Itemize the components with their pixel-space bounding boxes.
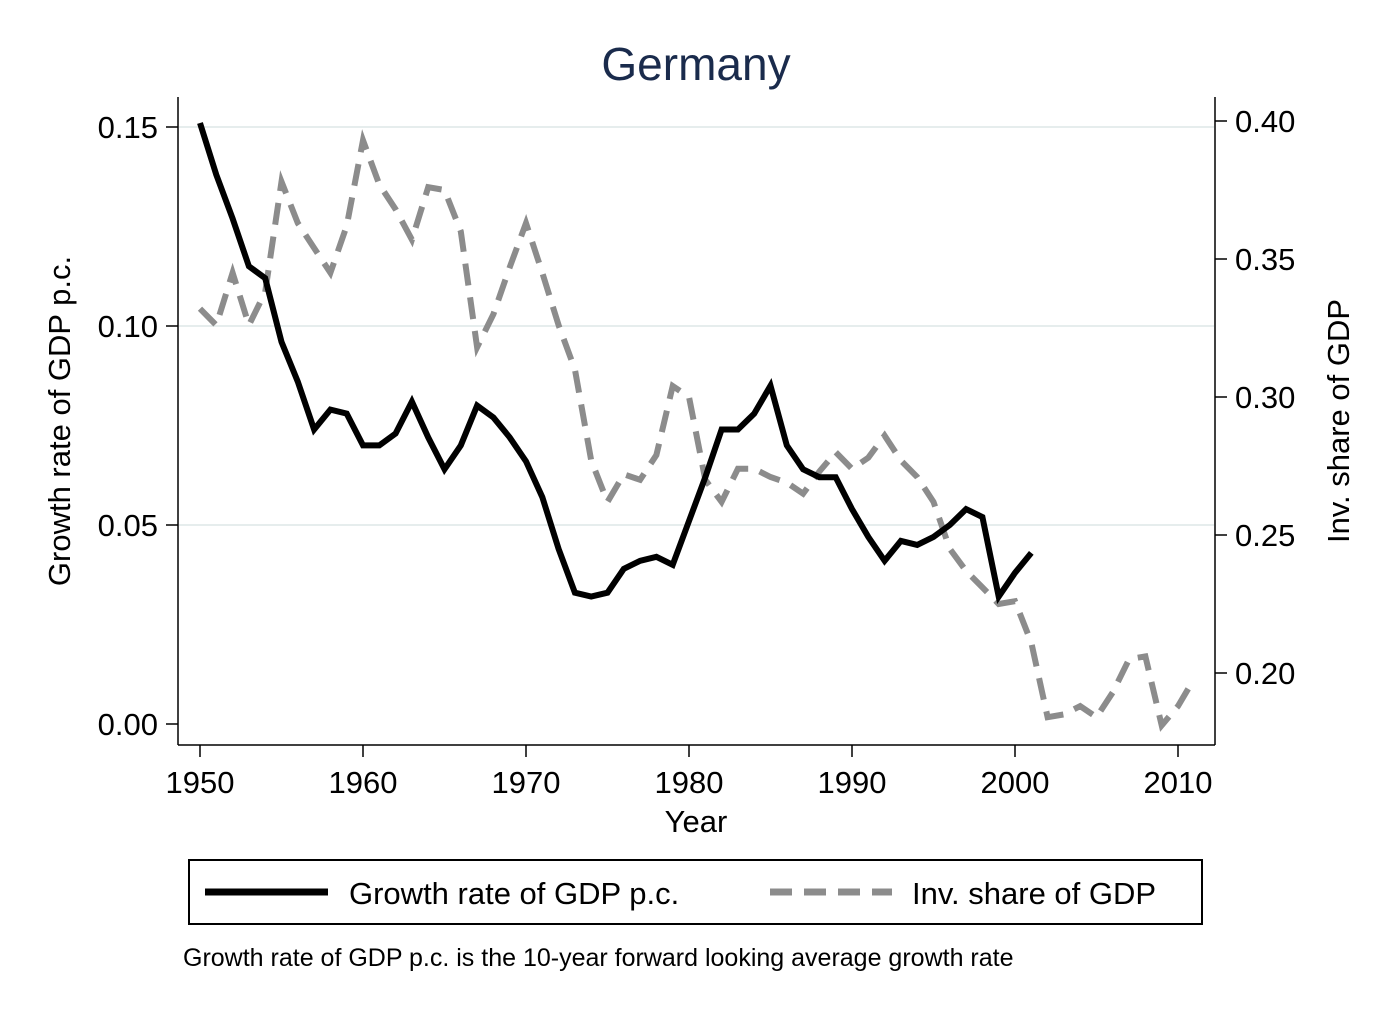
y-left-tick-label: 0.00 — [98, 707, 158, 742]
grid-lines — [179, 126, 1214, 526]
legend-label-investment-share: Inv. share of GDP — [912, 876, 1156, 911]
y-right-axis-title: Inv. share of GDP — [1321, 299, 1356, 543]
legend-label-growth-rate: Growth rate of GDP p.c. — [349, 876, 679, 911]
series-lines — [197, 122, 1197, 732]
y-left-tick-label: 0.15 — [98, 110, 158, 145]
y-right-tick-label: 0.35 — [1235, 242, 1295, 277]
y-left-tick-label: 0.10 — [98, 309, 158, 344]
axes — [166, 97, 1227, 757]
chart-title: Germany — [601, 38, 790, 90]
x-tick-label: 1980 — [655, 765, 724, 800]
y-left-axis-title: Growth rate of GDP p.c. — [42, 256, 77, 586]
x-tick-label: 1970 — [492, 765, 561, 800]
y-right-tick-label: 0.25 — [1235, 518, 1295, 553]
y-left-tick-label: 0.05 — [98, 508, 158, 543]
legend: Growth rate of GDP p.c. Inv. share of GDP — [188, 859, 1203, 925]
x-tick-label: 1950 — [166, 765, 235, 800]
y-right-tick-label: 0.30 — [1235, 380, 1295, 415]
series-line-investment-share — [197, 129, 1197, 732]
series-line-growth-rate — [197, 122, 1034, 605]
x-tick-label: 2010 — [1144, 765, 1213, 800]
legend-box — [188, 859, 1203, 925]
x-tick-label: 2000 — [981, 765, 1050, 800]
y-right-tick-label: 0.20 — [1235, 656, 1295, 691]
x-tick-label: 1960 — [329, 765, 398, 800]
chart-labels: 1950 1960 1970 1980 1990 2000 2010 0.00 0.05 0.10… — [42, 38, 1356, 972]
x-tick-label: 1990 — [818, 765, 887, 800]
chart-note: Growth rate of GDP p.c. is the 10-year f… — [183, 944, 1014, 972]
x-axis-title: Year — [665, 804, 728, 839]
y-right-tick-label: 0.40 — [1235, 104, 1295, 139]
